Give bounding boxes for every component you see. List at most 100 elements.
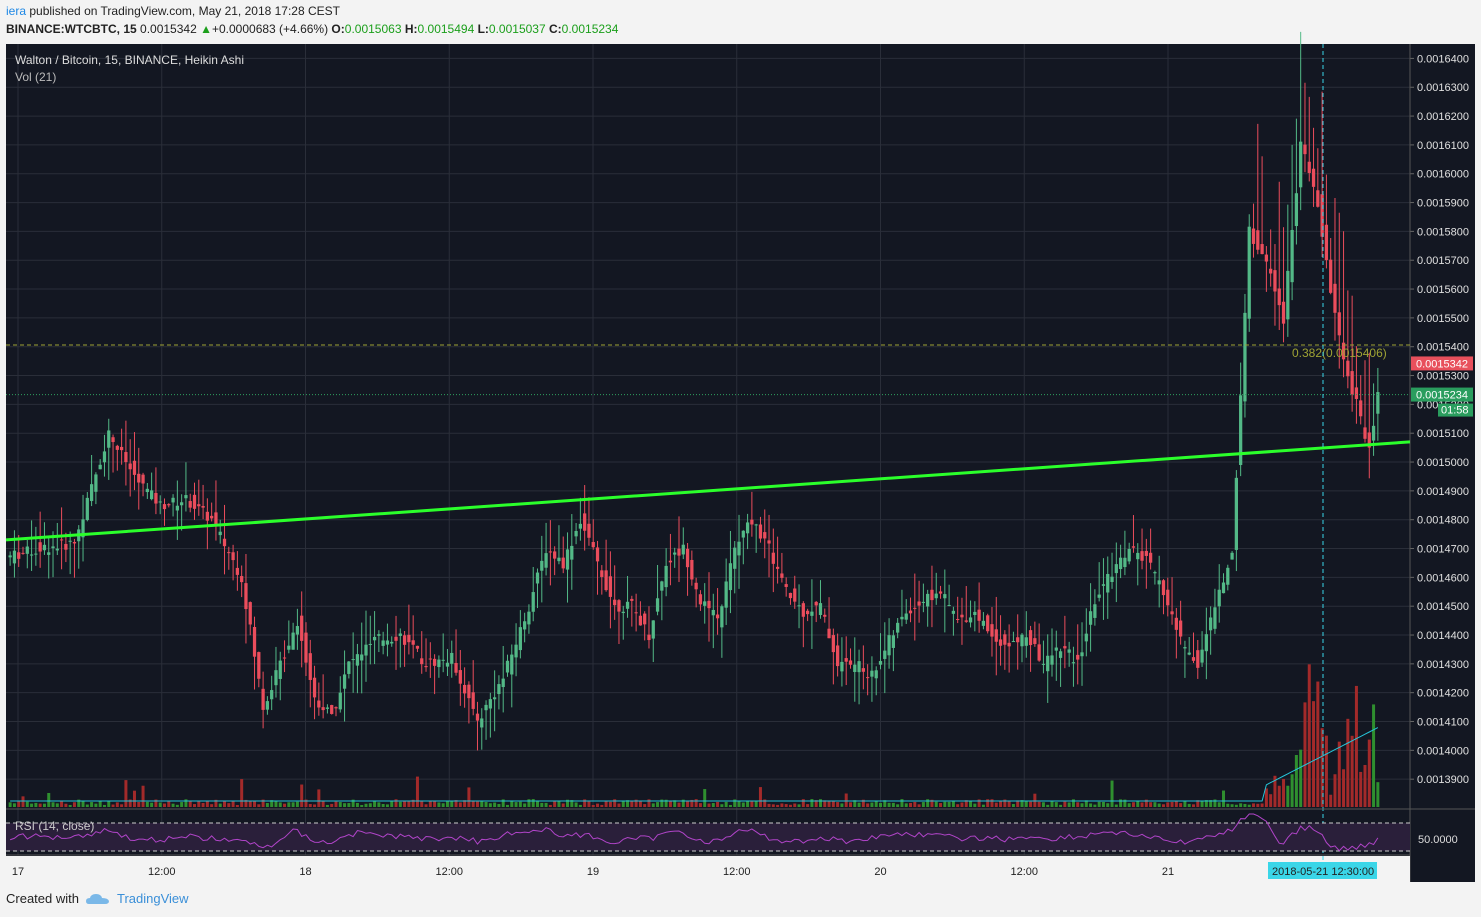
- candle-body: [501, 678, 505, 688]
- candle-body: [1093, 604, 1097, 618]
- candle-body: [1363, 427, 1367, 439]
- volume-bar: [180, 802, 184, 807]
- candle-body: [154, 492, 158, 504]
- x-tick-label: 12:00: [148, 866, 176, 878]
- volume-bar: [1234, 804, 1238, 807]
- volume-bar: [248, 801, 252, 807]
- volume-bar: [814, 800, 818, 807]
- volume-bar: [934, 801, 938, 807]
- candle-body: [1230, 552, 1234, 560]
- volume-bar: [214, 799, 218, 807]
- candle-body: [1136, 552, 1140, 560]
- volume-bar: [1260, 803, 1264, 807]
- candle-body: [694, 582, 698, 590]
- author-link[interactable]: iera: [6, 4, 27, 18]
- last-price: 0.0015342: [140, 22, 197, 36]
- volume-bar: [750, 801, 754, 807]
- volume-bar: [330, 803, 334, 807]
- volume-bar: [381, 804, 385, 807]
- candle-body: [270, 690, 274, 700]
- candle-body: [874, 670, 878, 679]
- volume-bar: [557, 801, 561, 807]
- candle-body: [514, 644, 518, 658]
- candle-body: [150, 490, 154, 500]
- candle-body: [450, 652, 454, 664]
- volume-bar: [596, 803, 600, 807]
- candle-body: [1320, 194, 1324, 237]
- y-tick-label: 0.0014500: [1417, 601, 1469, 613]
- volume-bar: [437, 802, 441, 807]
- volume-bar: [643, 804, 647, 807]
- candle-body: [805, 610, 810, 615]
- volume-bar: [673, 800, 677, 807]
- candle-body: [1239, 395, 1243, 466]
- volume-bar: [175, 804, 179, 807]
- candle-body: [437, 659, 441, 668]
- volume-bar: [295, 801, 299, 807]
- volume-bar: [1329, 794, 1333, 807]
- candle-body: [462, 684, 467, 694]
- price-change: +0.0000683 (+4.66%): [211, 22, 329, 36]
- volume-bar: [1209, 800, 1213, 807]
- y-tick-label: 0.0016000: [1417, 169, 1469, 181]
- volume-bar: [72, 802, 76, 807]
- volume-bar: [810, 799, 814, 807]
- candle-body: [660, 581, 664, 591]
- tradingview-link[interactable]: TradingView: [116, 891, 189, 906]
- volume-bar: [943, 801, 947, 807]
- volume-bar: [707, 803, 711, 807]
- candle-body: [445, 662, 450, 667]
- candle-body: [282, 657, 287, 659]
- candle-body: [1294, 193, 1299, 227]
- volume-bar: [861, 799, 865, 807]
- volume-bar: [17, 800, 21, 807]
- candle-body: [214, 512, 218, 526]
- close-label: C:: [549, 22, 562, 36]
- candle-body: [767, 540, 771, 544]
- volume-bar: [445, 801, 449, 807]
- volume-bar: [1166, 802, 1170, 807]
- candle-body: [857, 661, 861, 673]
- y-tick-label: 0.0016100: [1417, 140, 1469, 152]
- volume-bar: [1007, 801, 1011, 807]
- candle-body: [141, 474, 145, 484]
- volume-bar: [677, 802, 681, 807]
- volume-bar: [536, 800, 540, 807]
- volume-bar: [904, 803, 908, 807]
- volume-bar: [171, 803, 175, 807]
- volume-bar: [8, 802, 12, 807]
- candle-body: [913, 607, 917, 609]
- candle-body: [51, 546, 55, 549]
- volume-bar: [788, 804, 792, 807]
- volume-bar: [145, 801, 149, 807]
- volume-bar: [287, 802, 291, 807]
- candle-body: [1054, 647, 1058, 651]
- volume-bar: [441, 803, 445, 807]
- candle-body: [1084, 633, 1088, 642]
- candle-body: [823, 614, 827, 617]
- candle-body: [1256, 230, 1260, 250]
- volume-bar: [343, 803, 347, 807]
- volume-bar: [475, 801, 479, 807]
- candle-body: [578, 523, 583, 529]
- volume-bar: [308, 803, 312, 807]
- candle-body: [390, 641, 394, 644]
- candle-body: [304, 632, 308, 663]
- volume-bar: [1174, 800, 1178, 807]
- volume-bar: [737, 801, 741, 807]
- x-tick-label: 21: [1162, 866, 1174, 878]
- volume-bar: [463, 800, 467, 807]
- candle-body: [673, 552, 677, 555]
- candle-body: [737, 541, 741, 556]
- volume-bar: [283, 803, 287, 807]
- candle-body: [1123, 557, 1127, 568]
- candle-body: [385, 640, 390, 645]
- candle-body: [750, 519, 754, 525]
- y-tick-label: 0.0015300: [1417, 371, 1469, 383]
- volume-bar: [986, 799, 990, 807]
- candle-body: [1359, 400, 1363, 417]
- volume-bar: [510, 800, 514, 807]
- candle-body: [55, 548, 59, 551]
- candle-body: [1346, 360, 1350, 377]
